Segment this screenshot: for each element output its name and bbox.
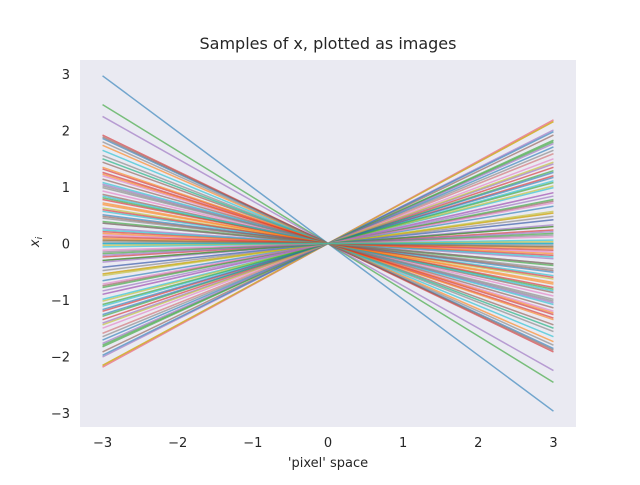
chart-title: Samples of x, plotted as images [200,34,457,53]
x-axis-ticks: −3 −2 −1 0 1 2 3 [93,436,558,451]
y-tick-label: 3 [62,68,70,83]
x-tick-label: −1 [243,436,262,451]
x-tick-label: 3 [549,436,557,451]
y-tick-label: 1 [62,181,70,196]
x-tick-label: 1 [399,436,407,451]
y-axis-label-subscript: i [35,236,45,239]
x-tick-label: 0 [324,436,332,451]
x-tick-label: −2 [168,436,187,451]
x-tick-label: −3 [93,436,112,451]
x-axis-label: 'pixel' space [288,456,368,471]
y-axis-ticks: −3 −2 −1 0 1 2 3 [51,68,70,422]
y-tick-label: −1 [51,294,70,309]
y-tick-label: 0 [62,238,70,253]
y-axis-label: xi [28,236,45,248]
y-tick-label: −3 [51,407,70,422]
y-axis-label-base: x [28,239,43,248]
x-tick-label: 2 [474,436,482,451]
y-tick-label: −2 [51,350,70,365]
series-lines [102,75,554,412]
y-tick-label: 2 [62,125,70,140]
